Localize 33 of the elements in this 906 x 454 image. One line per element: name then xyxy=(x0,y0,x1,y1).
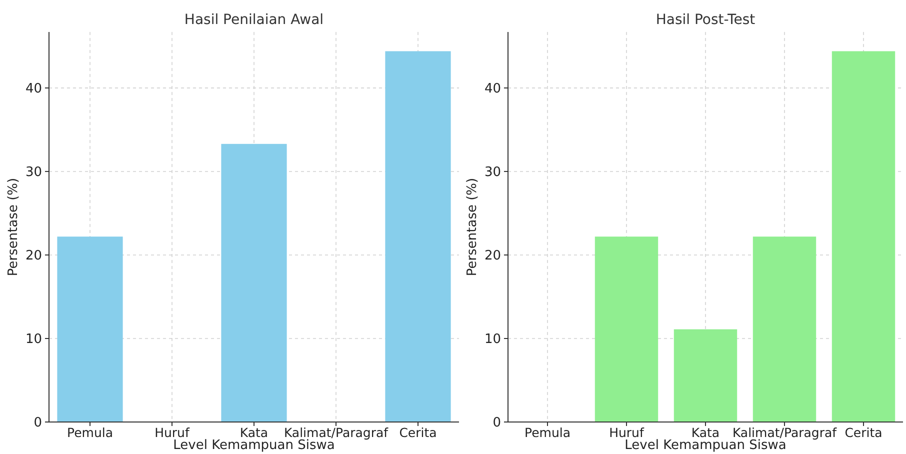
y-tick-label: 40 xyxy=(25,82,42,97)
y-tick-label: 10 xyxy=(484,332,501,348)
y-tick-label: 40 xyxy=(484,82,501,97)
bar xyxy=(832,51,896,422)
x-tick-label: Pemula xyxy=(66,425,114,440)
chart-title: Hasil Penilaian Awal xyxy=(184,12,324,28)
bar xyxy=(674,329,738,422)
x-tick-label: Kalimat/Paragraf xyxy=(284,425,389,440)
y-tick-label: 10 xyxy=(25,332,42,348)
bar xyxy=(385,51,451,422)
x-tick-label: Pemula xyxy=(524,425,571,440)
bar xyxy=(594,236,658,422)
y-tick-label: 0 xyxy=(34,416,42,431)
y-tick-label: 0 xyxy=(492,416,501,431)
chart-title: Hasil Post-Test xyxy=(656,12,756,28)
y-tick-label: 20 xyxy=(484,248,501,264)
y-tick-label: 20 xyxy=(25,248,42,264)
x-tick-label: Cerita xyxy=(844,425,882,440)
x-tick-label: Kata xyxy=(691,425,720,440)
bar xyxy=(221,144,287,422)
x-tick-label: Cerita xyxy=(399,425,437,440)
x-tick-label: Kalimat/Paragraf xyxy=(732,425,838,440)
bar xyxy=(57,236,123,422)
x-tick-label: Huruf xyxy=(609,425,644,440)
y-tick-label: 30 xyxy=(25,165,42,180)
y-tick-label: 30 xyxy=(484,165,501,180)
x-tick-label: Kata xyxy=(240,425,268,440)
x-tick-label: Huruf xyxy=(154,425,190,440)
y-axis-title: Persentase (%) xyxy=(6,178,21,276)
bar xyxy=(752,236,816,422)
x-axis-title: Level Kemampuan Siswa xyxy=(624,438,786,453)
y-axis-title: Persentase (%) xyxy=(465,178,480,276)
x-axis-title: Level Kemampuan Siswa xyxy=(173,438,335,453)
